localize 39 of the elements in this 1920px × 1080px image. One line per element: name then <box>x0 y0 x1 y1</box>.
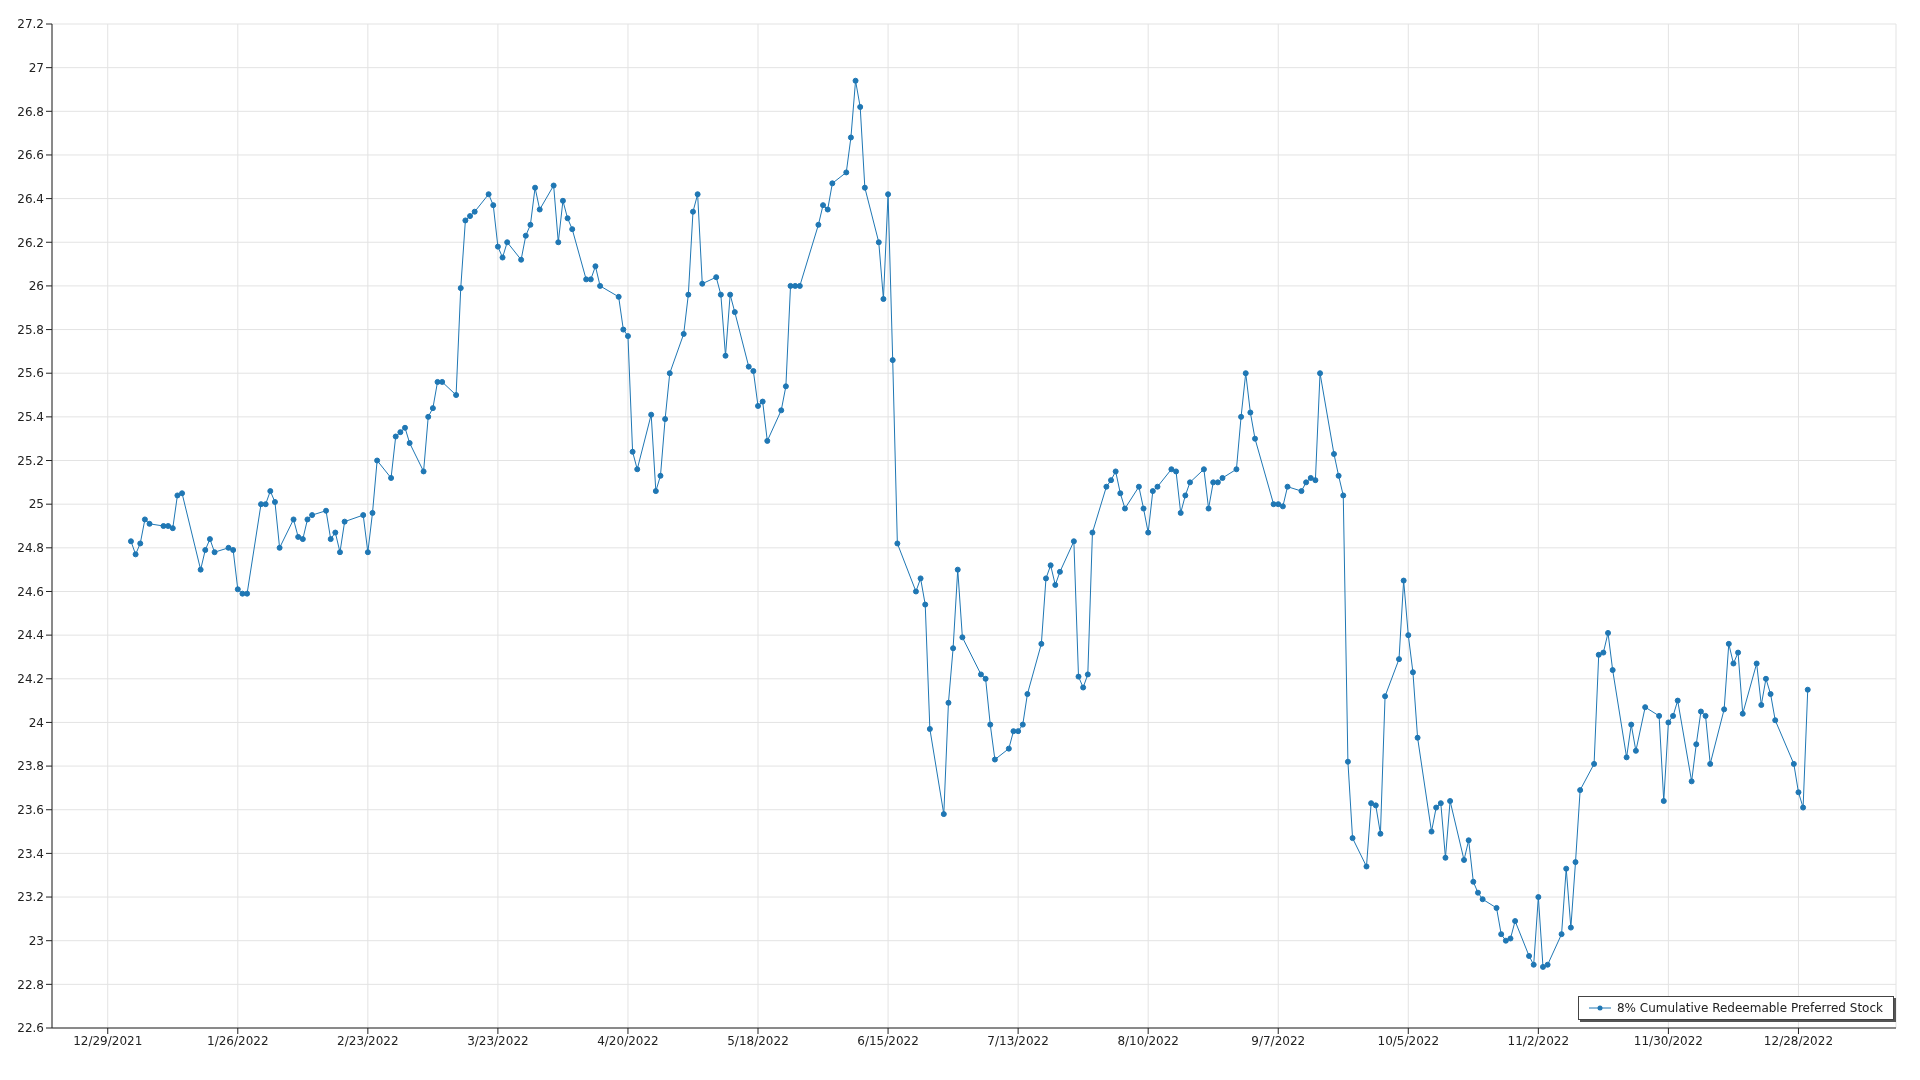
x-tick-label: 11/2/2022 <box>1507 1033 1570 1048</box>
y-tick-label: 23.6 <box>17 803 44 817</box>
y-tick-label: 23.2 <box>17 890 44 905</box>
y-tick-label: 24.4 <box>17 628 44 643</box>
x-tick-label: 7/13/2022 <box>987 1033 1049 1048</box>
y-tick-label: 25.8 <box>17 322 44 337</box>
x-tick-label: 4/20/2022 <box>597 1033 659 1048</box>
x-tick-label: 12/28/2022 <box>1763 1033 1834 1048</box>
y-tick-label: 23.8 <box>17 759 44 774</box>
y-tick-label: 27 <box>28 60 44 75</box>
x-tick-label: 1/26/2022 <box>207 1033 269 1048</box>
y-tick-label: 23 <box>28 933 44 948</box>
x-tick-label: 11/30/2022 <box>1633 1033 1703 1048</box>
y-tick-label: 25.6 <box>17 366 44 381</box>
legend-label: 8% Cumulative Redeemable Preferred Stock <box>1616 1001 1883 1015</box>
y-tick-label: 26.8 <box>17 104 44 119</box>
y-tick-label: 24.6 <box>17 584 44 599</box>
y-tick-label: 25.2 <box>17 453 44 468</box>
y-tick-label: 24 <box>28 715 44 730</box>
y-tick-label: 24.2 <box>17 672 44 687</box>
x-tick-label: 8/10/2022 <box>1117 1033 1179 1048</box>
x-tick-label: 5/18/2022 <box>727 1033 789 1048</box>
x-tick-label: 12/29/2021 <box>73 1033 143 1048</box>
y-tick-label: 26.6 <box>17 148 44 163</box>
y-tick-label: 26.4 <box>17 191 44 206</box>
x-tick-label: 6/15/2022 <box>857 1033 919 1048</box>
y-tick-label: 22.6 <box>17 1021 44 1036</box>
y-tick-label: 23.4 <box>17 846 44 861</box>
y-tick-label: 25.4 <box>17 410 44 425</box>
y-tick-label: 26 <box>28 279 44 294</box>
x-tick-label: 9/7/2022 <box>1251 1033 1306 1048</box>
y-tick-label: 27.2 <box>17 17 44 32</box>
y-tick-label: 24.8 <box>17 541 44 556</box>
x-tick-label: 10/5/2022 <box>1377 1033 1440 1048</box>
y-tick-label: 22.8 <box>17 977 44 992</box>
x-tick-label: 3/23/2022 <box>467 1033 529 1048</box>
y-tick-label: 25 <box>28 497 44 512</box>
x-tick-label: 2/23/2022 <box>337 1033 399 1048</box>
y-tick-label: 26.2 <box>17 235 44 250</box>
